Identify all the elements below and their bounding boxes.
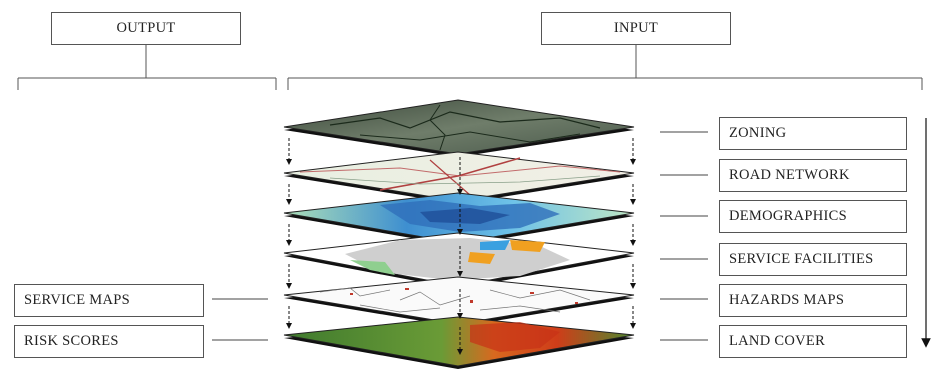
- output-label-text: SERVICE MAPS: [24, 292, 130, 308]
- input-header-box: INPUT: [541, 12, 731, 45]
- input-label-text: ROAD NETWORK: [729, 167, 850, 183]
- output-label-text: RISK SCORES: [24, 333, 119, 349]
- output-label-risk-scores: RISK SCORES: [14, 325, 204, 358]
- input-connectors: [660, 131, 708, 341]
- output-header-label: OUTPUT: [116, 20, 176, 36]
- input-label-road-network: ROAD NETWORK: [719, 159, 907, 192]
- input-label-text: HAZARDS MAPS: [729, 292, 845, 308]
- input-label-text: SERVICE FACILITIES: [729, 251, 874, 267]
- input-label-zoning: ZONING: [719, 117, 907, 150]
- input-label-hazards-maps: HAZARDS MAPS: [719, 284, 907, 317]
- layer-road-network: [283, 151, 635, 204]
- layer-demographics: [283, 192, 635, 246]
- input-label-service-facilities: SERVICE FACILITIES: [719, 243, 907, 276]
- input-label-text: LAND COVER: [729, 333, 826, 349]
- output-header-box: OUTPUT: [51, 12, 241, 45]
- layer-service-facilities: [283, 232, 635, 289]
- input-bracket: [287, 45, 923, 90]
- output-bracket: [17, 45, 277, 90]
- output-label-service-maps: SERVICE MAPS: [14, 284, 204, 317]
- layer-flow-arrows: [286, 138, 636, 355]
- layer-zoning: [283, 99, 635, 157]
- input-header-label: INPUT: [613, 20, 659, 36]
- input-label-land-cover: LAND COVER: [719, 325, 907, 358]
- input-label-text: DEMOGRAPHICS: [729, 208, 848, 224]
- input-label-demographics: DEMOGRAPHICS: [719, 200, 907, 233]
- layer-land-cover: [283, 316, 635, 369]
- output-connectors: [212, 298, 268, 341]
- input-label-text: ZONING: [729, 125, 787, 141]
